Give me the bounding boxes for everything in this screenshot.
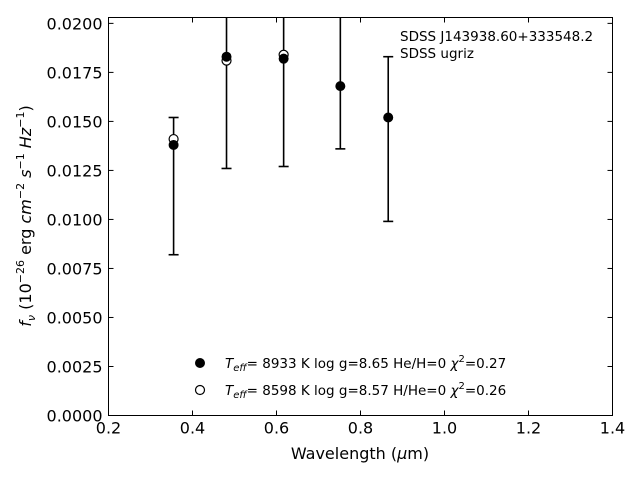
photometry-annotation: SDSS ugriz [400, 46, 474, 62]
y-tick-label: 0.0100 [47, 210, 103, 229]
x-tick-label: 1.4 [600, 419, 625, 438]
y-tick-label: 0.0075 [47, 259, 103, 278]
x-tick-label: 1.0 [432, 419, 457, 438]
legend-marker-open [194, 384, 206, 396]
x-axis-label: Wavelength (μm) [291, 444, 429, 463]
y-axis-label: fν (10−26 erg cm−2 s−1 Hz−1) [14, 105, 38, 326]
legend-entry-2: Teff= 8598 K log g=8.57 H/He=0 χ2=0.26 [225, 381, 506, 401]
y-tick-label: 0.0000 [47, 407, 103, 426]
ticks-layer: 0.2 0.4 0.6 0.8 1.0 1.2 1.4 0.0000 0.0025 0.0050 0… [47, 14, 626, 437]
x-tick-label: 0.2 [96, 419, 121, 438]
data-point-filled [221, 51, 232, 62]
y-tick-label: 0.0050 [47, 308, 103, 327]
legend: Teff= 8933 K log g=8.65 He/H=0 χ2=0.27 T… [194, 354, 506, 401]
y-tick-label: 0.0175 [47, 63, 103, 82]
data-point-filled [383, 112, 394, 123]
object-name-annotation: SDSS J143938.60+333548.2 [400, 29, 593, 45]
legend-marker-filled [195, 358, 205, 368]
data-point-filled [335, 81, 346, 92]
legend-entry-1: Teff= 8933 K log g=8.65 He/H=0 χ2=0.27 [225, 354, 506, 374]
data-layer [168, 17, 394, 256]
x-tick-label: 0.8 [348, 419, 373, 438]
y-tick-label: 0.0125 [47, 161, 103, 180]
x-tick-label: 0.6 [264, 419, 289, 438]
data-point-filled [278, 53, 289, 64]
x-tick-label: 1.2 [516, 419, 541, 438]
y-tick-label: 0.0200 [47, 14, 103, 33]
y-tick-label: 0.0150 [47, 112, 103, 131]
data-point-filled [168, 139, 179, 150]
x-tick-label: 0.4 [180, 419, 205, 438]
y-tick-label: 0.0025 [47, 357, 103, 376]
